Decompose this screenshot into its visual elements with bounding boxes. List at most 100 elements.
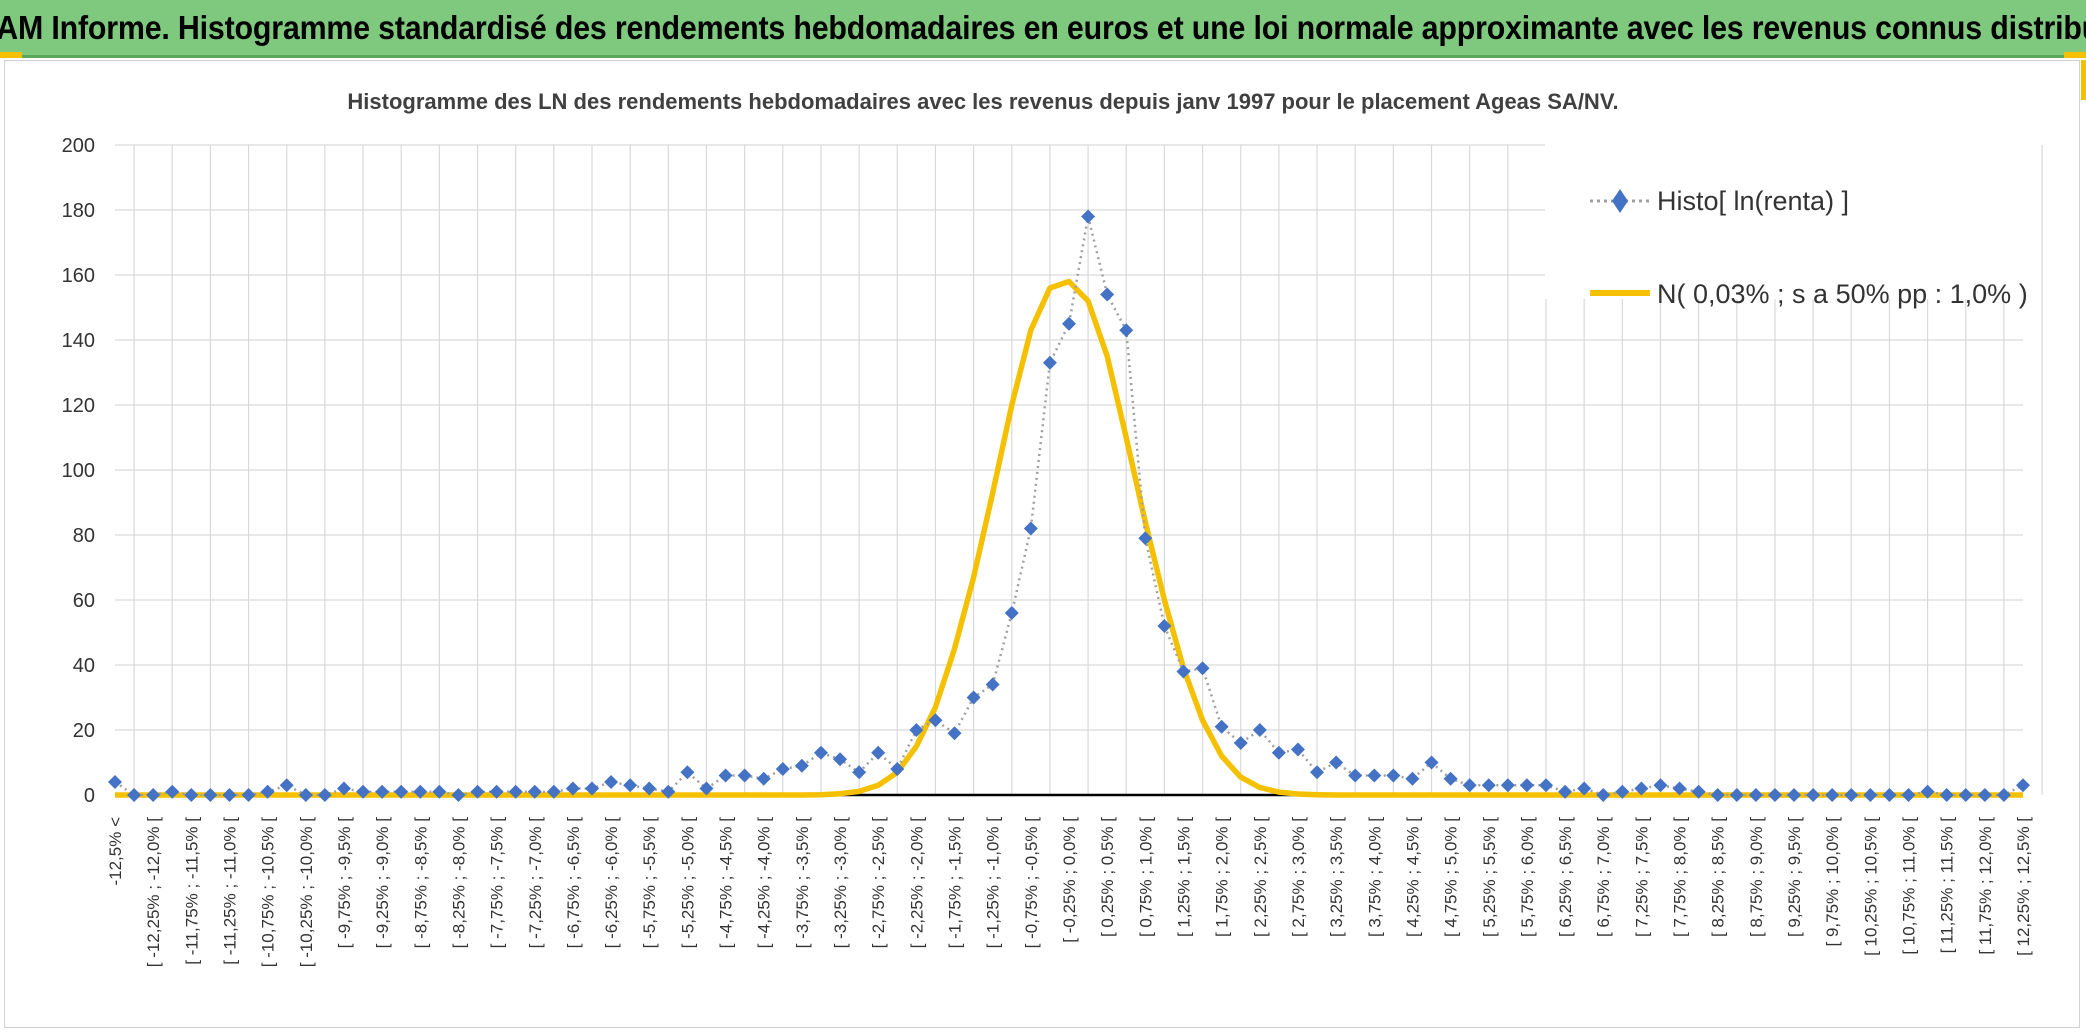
histo-point [336,781,351,796]
histo-point [317,788,332,802]
histo-point [699,781,714,796]
side-accent-right [2081,60,2086,100]
x-tick-label: [ -2,25% ; -2,0% [ [907,817,926,949]
x-tick-label: [ 4,75% ; 5,0% [ [1442,817,1461,937]
corner-accent-right [2064,52,2086,58]
x-tick-label: [ -8,25% ; -8,0% [ [449,817,468,949]
x-tick-label: [ 9,75% ; 10,0% [ [1823,817,1842,947]
histo-point [1023,521,1038,536]
corner-accent-left [0,52,22,58]
histo-point [1119,323,1134,338]
legend-histo-marker [1612,189,1628,213]
histo-point [1157,619,1172,633]
x-tick-label: [ 11,25% ; 11,5% [ [1938,817,1957,954]
x-tick-label: [ -6,25% ; -6,0% [ [602,817,621,949]
histo-point [871,745,886,760]
histo-point [1672,781,1687,796]
x-tick-label: [ 4,25% ; 4,5% [ [1403,817,1422,937]
page-title: ADAM Informe. Histogramme standardisé de… [0,8,2086,46]
histo-point [1252,723,1267,737]
y-tick-label: 0 [84,785,95,807]
histo-point [527,784,542,799]
histo-point [1481,778,1496,793]
y-tick-label: 200 [62,135,95,157]
x-tick-label: [ 8,25% ; 8,5% [ [1709,817,1728,937]
histo-point [1386,768,1401,783]
histo-point [585,781,599,796]
x-tick-label: [ -3,75% ; -3,5% [ [793,817,812,949]
x-tick-label: [ -8,75% ; -8,5% [ [411,817,430,949]
x-tick-label: [ 3,75% ; 4,0% [ [1365,817,1384,937]
histo-point [165,784,180,799]
x-tick-label: [ 2,25% ; 2,5% [ [1251,817,1270,937]
histo-point [1901,788,1916,802]
histo-point [1042,355,1057,370]
histo-point [680,765,695,780]
y-tick-label: 160 [62,265,95,287]
x-tick-label: [ -5,25% ; -5,0% [ [678,817,697,949]
legend-histo-label: Histo[ ln(renta) ] [1657,186,1849,216]
x-axis-ticks: -12,5% < [ -12,25% ; -12,0% [[ -11,75% ; … [106,817,2033,968]
y-tick-label: 40 [73,655,95,677]
x-tick-label: [ 12,25% ; 12,5% [ [2014,817,2033,956]
histo-point [298,788,313,802]
x-tick-label: [ 7,75% ; 8,0% [ [1671,817,1690,937]
series-normal [115,278,2023,798]
histo-point [1329,755,1344,770]
histo-point [1233,736,1248,750]
histo-point [203,788,218,802]
histo-point [1424,755,1439,770]
y-tick-label: 180 [62,200,95,222]
x-tick-label: [ -0,25% ; 0,0% [ [1060,817,1079,943]
histo-point [1577,781,1592,796]
histo-point [1138,531,1153,546]
histo-point [1958,788,1973,802]
x-tick-label: [ -12,25% ; -12,0% [ [144,817,163,968]
x-tick-label: [ -0,75% ; -0,5% [ [1022,817,1041,949]
header-banner: ADAM Informe. Histogramme standardisé de… [0,0,2086,58]
x-tick-label: [ 2,75% ; 3,0% [ [1289,817,1308,937]
x-tick-label: [ 6,25% ; 6,5% [ [1556,817,1575,937]
histo-point [1214,719,1229,734]
histo-point [1996,788,2011,802]
histo-point [1634,781,1649,796]
x-tick-label: [ -11,25% ; -11,0% [ [220,817,239,965]
y-tick-label: 80 [73,525,95,547]
x-tick-label: [ -11,75% ; -11,5% [ [182,817,201,965]
histo-point [661,784,676,799]
legend-normal-label: N( 0,03% ; s a 50% pp : 1,0% ) [1657,279,2028,309]
histo-point [1195,661,1210,676]
x-tick-label: [ 6,75% ; 7,0% [ [1594,817,1613,937]
legend: Histo[ ln(renta) ] N( 0,03% ; s a 50% pp… [1545,121,2028,309]
x-tick-label: [ 11,75% ; 12,0% [ [1976,817,1995,955]
x-tick-label: [ -3,25% ; -3,0% [ [831,817,850,949]
histo-point [1290,742,1305,757]
histo-point [184,788,199,802]
histo-point [1863,788,1878,802]
histo-point [1062,316,1076,331]
histo-point [604,775,619,789]
histo-point [546,784,561,799]
histo-point [718,768,733,783]
histo-point [1787,788,1802,802]
histo-point [985,677,1000,692]
histo-point [413,784,428,799]
histo-point [947,726,962,741]
x-tick-label: [ 9,25% ; 9,5% [ [1785,817,1804,937]
x-tick-label: [ 0,25% ; 0,5% [ [1098,817,1117,937]
x-tick-label: [ 8,75% ; 9,0% [ [1747,817,1766,937]
histo-point [394,784,409,799]
chart-svg: Histogramme des LN des rendements hebdom… [62,89,2043,968]
histo-point [1825,788,1840,802]
histo-point [1081,209,1096,224]
histo-point [794,758,809,773]
x-tick-label: [ 1,25% ; 1,5% [ [1174,817,1193,937]
histo-point [737,768,752,783]
y-tick-label: 20 [73,720,95,742]
legend-box [1545,121,2025,299]
x-tick-label: [ -7,25% ; -7,0% [ [526,817,545,949]
x-tick-label: [ -9,75% ; -9,5% [ [335,817,354,949]
histo-point [356,784,371,799]
histo-point [1691,784,1706,799]
histo-point [890,762,905,776]
